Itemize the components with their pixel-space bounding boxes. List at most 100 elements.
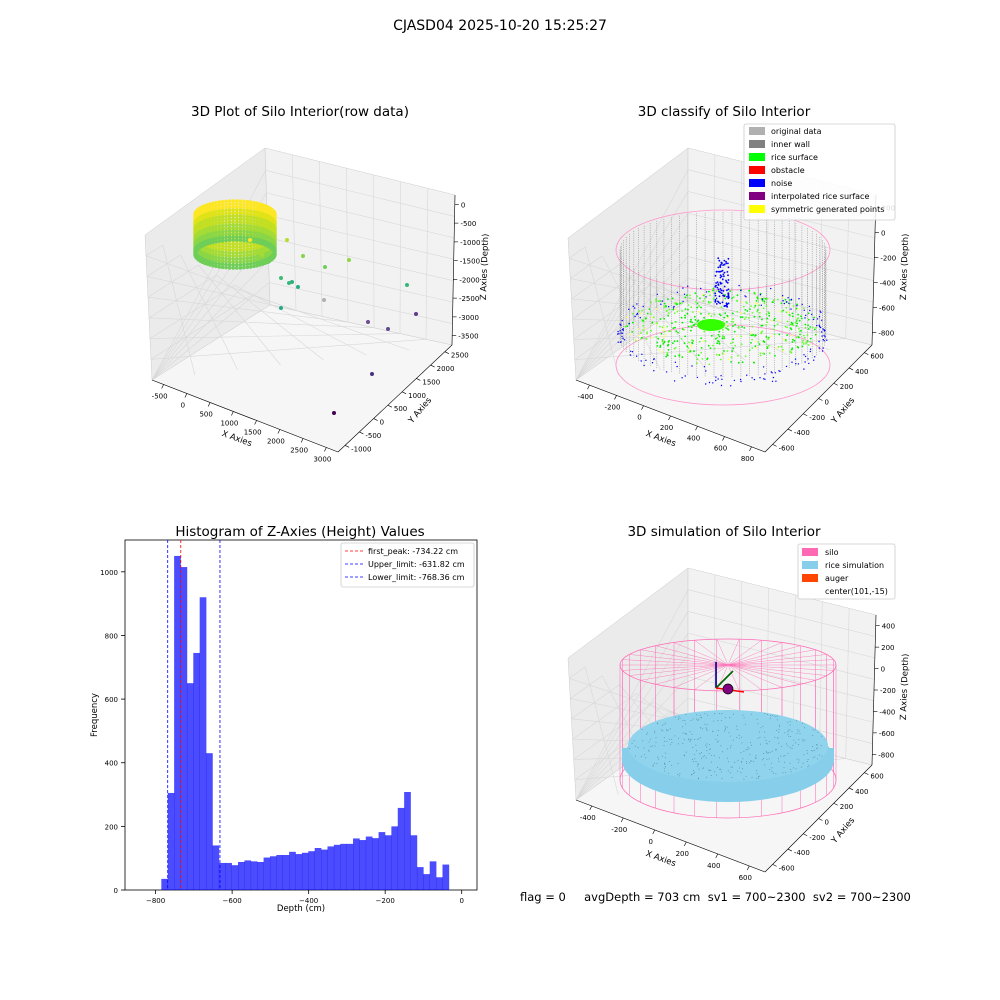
noise-point [617,330,619,333]
noise-point [721,378,723,380]
z-tick-label: -600 [879,730,895,738]
noise-point [621,335,623,338]
noise-point [718,259,721,262]
rice-surface-point [758,315,761,318]
noise-point [716,286,719,289]
data-point [205,206,210,210]
data-point [301,254,305,258]
data-point [260,253,264,257]
rice-surface-point [704,340,707,342]
data-point [224,217,228,222]
rice-simulation-dot [720,771,722,773]
x-tick [184,393,188,398]
silo-wireframe [727,654,827,666]
data-point [224,241,228,246]
data-point [227,229,232,233]
rice-surface-point [668,330,670,333]
data-point [248,215,253,219]
noise-point [725,279,727,282]
x-tick [614,395,617,400]
noise-point [764,378,766,380]
rice-simulation-dot [710,770,712,771]
y-tick-label: -600 [779,864,795,872]
rice-simulation-dot [634,755,636,757]
rice-simulation-dot [648,750,650,752]
x-tick-label: -200 [605,403,621,411]
data-point [242,229,246,234]
panel4-simulation [619,638,837,819]
grid-line [575,632,689,801]
y-tick-label: 0 [114,887,118,895]
noise-point [818,324,820,326]
data-point [211,240,215,245]
data-point [242,265,246,270]
data-point [211,257,215,262]
data-point [248,224,253,228]
rice-simulation-dot [758,776,759,777]
rice-surface-point [696,295,699,298]
noise-point [673,380,676,382]
rice-surface-point [815,326,817,329]
data-point [217,230,222,234]
rice-surface-point [801,341,804,344]
noise-point [687,285,689,287]
rice-surface-point [739,312,742,314]
data-point [214,230,218,235]
rice-surface-point [753,315,756,318]
data-point [214,233,218,238]
noise-point [727,257,730,260]
rice-surface-point [772,299,775,302]
rice-surface-point [686,312,689,315]
rice-simulation-dot [737,770,739,772]
rice-surface-point [813,316,815,319]
rice-surface-point [676,310,679,313]
data-point [227,205,232,209]
histogram-bar [244,860,252,890]
rice-surface-point [662,336,665,339]
rice-surface-point [644,327,647,330]
rice-surface-point [807,344,810,346]
data-point [245,205,250,210]
data-point [217,206,222,210]
rice-simulation-dot [697,720,699,721]
rice-simulation-dot [769,751,771,753]
rice-surface-point [788,299,791,301]
rice-surface-point [719,314,722,317]
rice-simulation-dot [812,729,814,731]
histogram-bar [410,835,418,890]
rice-simulation-dot [666,729,668,731]
rice-surface-point [756,302,759,305]
y-tick-label: 800 [105,632,118,640]
rice-simulation-dot [635,745,636,747]
rice-simulation-dot [789,729,791,731]
noise-point [772,376,775,379]
rice-simulation-dot [709,748,711,750]
rice-surface-point [753,292,756,294]
rice-simulation-dot [753,761,755,762]
histogram-bar [404,792,411,890]
rice-surface-point [687,325,690,328]
rice-surface-point [666,325,669,328]
noise-point [727,294,730,297]
rice-surface-point [626,325,629,328]
grid-line [268,259,453,303]
rice-surface-point [724,297,727,300]
data-point [238,254,243,258]
grid-line [267,214,454,260]
data-point [242,217,246,222]
data-point [255,210,259,215]
data-point [214,236,218,241]
data-point [252,212,256,217]
rice-simulation-dot [701,757,702,759]
rice-simulation-dot [682,720,684,722]
y-tick-label: -200 [809,834,825,842]
rice-surface-point [718,313,721,316]
rice-surface-point [761,324,764,327]
silo-wireframe [727,664,834,671]
rice-surface-point [773,319,775,321]
noise-point [653,370,655,372]
rice-simulation-dot [788,735,790,737]
data-point [217,233,222,237]
rice-surface-point [666,351,669,354]
